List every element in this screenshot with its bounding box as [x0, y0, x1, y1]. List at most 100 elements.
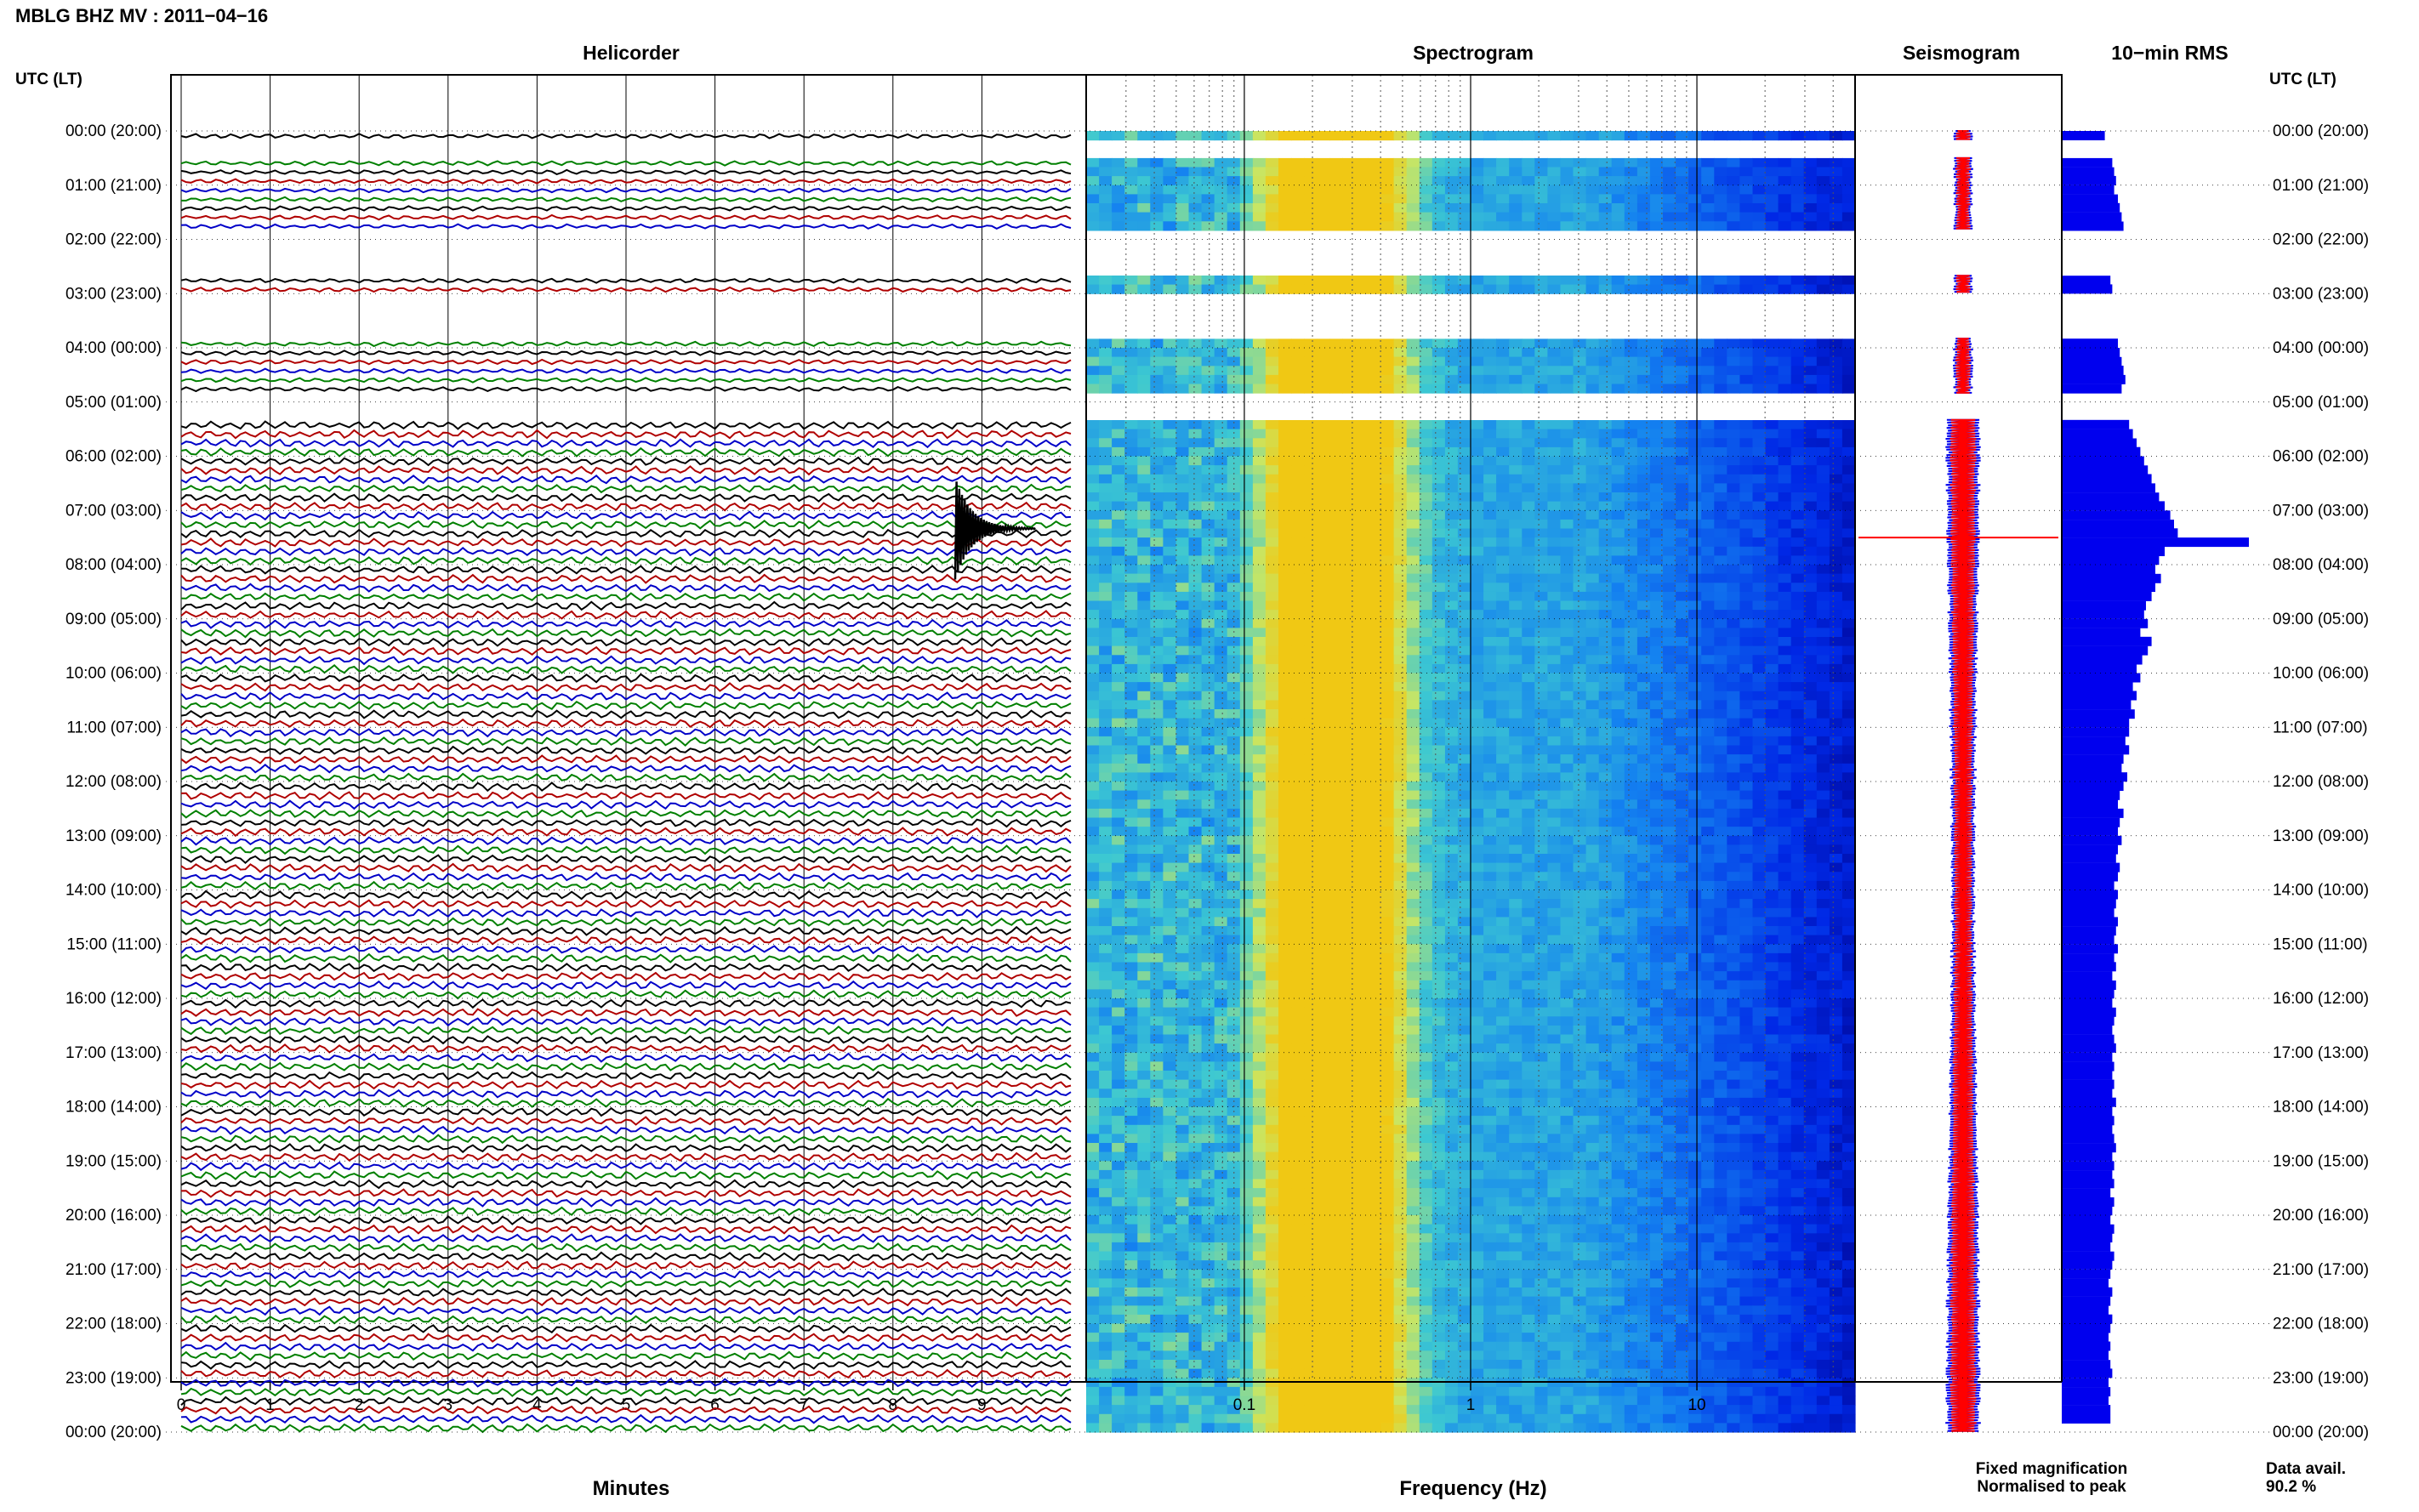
spectrogram-cell: [1624, 862, 1638, 873]
spectrogram-cell: [1727, 176, 1740, 186]
spectrogram-cell: [1137, 952, 1151, 963]
spectrogram-cell: [1636, 754, 1651, 765]
spectrogram-cell: [1201, 600, 1215, 611]
spectrogram-cell: [1778, 276, 1792, 286]
spectrogram-cell: [1355, 465, 1369, 475]
spectrogram-cell: [1765, 203, 1779, 213]
spectrogram-cell: [1291, 338, 1305, 349]
spectrogram-cell: [1227, 880, 1241, 891]
spectrogram-cell: [1201, 591, 1215, 602]
spectrogram-cell: [1368, 583, 1382, 593]
spectrogram-cell: [1444, 663, 1459, 674]
spectrogram-cell: [1803, 212, 1818, 222]
spectrogram-cell: [1201, 501, 1215, 511]
helicorder-trace: [180, 1215, 1072, 1225]
spectrogram-cell: [1534, 854, 1548, 864]
spectrogram-cell: [1227, 817, 1241, 827]
spectrogram-cell: [1137, 935, 1151, 945]
spectrogram-cell: [1265, 600, 1279, 611]
spectrogram-cell: [1252, 194, 1266, 204]
spectrogram-cell: [1778, 131, 1792, 141]
spectrogram-cell: [1663, 284, 1676, 294]
helicorder-x-tick-label: 5: [622, 1396, 631, 1414]
spectrogram-cell: [1765, 917, 1779, 927]
spectrogram-cell: [1701, 429, 1715, 439]
spectrogram-cell: [1816, 510, 1830, 520]
spectrogram-cell: [1790, 709, 1805, 719]
spectrogram-cell: [1509, 844, 1523, 855]
spectrogram-cell: [1406, 980, 1420, 990]
spectrogram-cell: [1278, 167, 1292, 177]
spectrogram-cell: [1676, 817, 1689, 827]
spectrogram-cell: [1406, 952, 1420, 963]
spectrogram-cell: [1457, 899, 1471, 909]
spectrogram-cell: [1585, 384, 1600, 394]
spectrogram-cell: [1419, 212, 1433, 222]
helicorder-trace: [180, 1395, 1072, 1407]
spectrogram-cell: [1278, 221, 1292, 231]
spectrogram-cell: [1790, 583, 1805, 593]
spectrogram-cell: [1457, 474, 1471, 484]
spectrogram-cell: [1585, 583, 1600, 593]
spectrogram-cell: [1444, 790, 1459, 800]
spectrogram-cell: [1457, 456, 1471, 466]
spectrogram-cell: [1329, 880, 1343, 891]
spectrogram-cell: [1649, 185, 1664, 195]
spectrogram-cell: [1099, 546, 1113, 556]
spectrogram-cell: [1393, 546, 1408, 556]
spectrogram-cell: [1701, 890, 1715, 900]
helicorder-trace: [180, 213, 1072, 221]
spectrogram-cell: [1214, 276, 1228, 286]
spectrogram-cell: [1431, 600, 1446, 611]
spectrogram-cell: [1585, 673, 1600, 683]
spectrogram-cell: [1137, 456, 1151, 466]
spectrogram-cell: [1471, 483, 1484, 493]
spectrogram-cell: [1688, 907, 1702, 918]
spectrogram-cell: [1611, 573, 1625, 583]
spectrogram-cell: [1124, 600, 1138, 611]
spectrogram-cell: [1150, 691, 1164, 701]
spectrogram-cell: [1099, 366, 1113, 376]
spectrogram-cell: [1534, 203, 1548, 213]
spectrogram-cell: [1752, 157, 1767, 168]
spectrogram-cell: [1444, 474, 1459, 484]
spectrogram-cell: [1790, 519, 1805, 530]
spectrogram-cell: [1086, 374, 1100, 385]
spectrogram-cell: [1522, 907, 1535, 918]
spectrogram-cell: [1816, 167, 1830, 177]
spectrogram-cell: [1701, 880, 1715, 891]
spectrogram-cell: [1573, 565, 1587, 575]
spectrogram-cell: [1150, 790, 1164, 800]
spectrogram-cell: [1496, 790, 1510, 800]
spectrogram-cell: [1393, 474, 1408, 484]
spectrogram-cell: [1252, 817, 1266, 827]
spectrogram-cell: [1304, 276, 1318, 286]
spectrogram-cell: [1624, 700, 1638, 710]
spectrogram-cell: [1086, 745, 1100, 755]
spectrogram-cell: [1252, 456, 1266, 466]
helicorder-trace: [180, 645, 1072, 657]
spectrogram-cell: [1727, 492, 1740, 503]
spectrogram-cell: [1522, 492, 1535, 503]
spectrogram-cell: [1649, 790, 1664, 800]
spectrogram-cell: [1163, 167, 1177, 177]
spectrogram-cell: [1329, 944, 1343, 954]
spectrogram-cell: [1304, 131, 1318, 141]
spectrogram-cell: [1188, 519, 1203, 530]
spectrogram-cell: [1265, 989, 1279, 999]
spectrogram-cell: [1598, 899, 1613, 909]
helicorder-trace: [180, 186, 1072, 194]
spectrogram-cell: [1163, 628, 1177, 638]
spectrogram-cell: [1483, 754, 1497, 765]
spectrogram-cell: [1496, 962, 1510, 972]
spectrogram-cell: [1816, 880, 1830, 891]
spectrogram-cell: [1560, 456, 1574, 466]
spectrogram-cell: [1188, 862, 1203, 873]
spectrogram-cell: [1444, 917, 1459, 927]
spectrogram-cell: [1201, 465, 1215, 475]
helicorder-x-tick-label: 0: [177, 1396, 186, 1414]
spectrogram-cell: [1471, 637, 1484, 647]
spectrogram-cell: [1291, 429, 1305, 439]
spectrogram-cell: [1137, 691, 1151, 701]
spectrogram-cell: [1086, 980, 1100, 990]
